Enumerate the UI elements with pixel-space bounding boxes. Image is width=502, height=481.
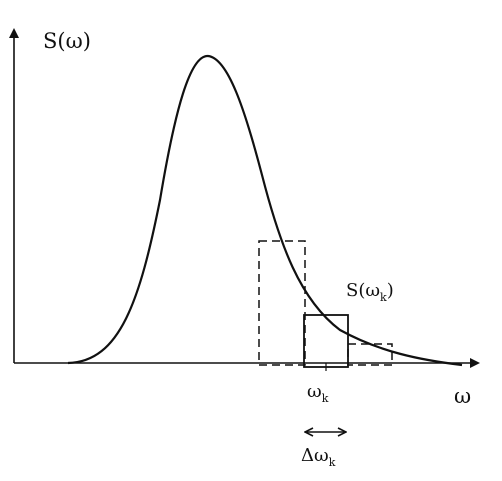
- omega-k-label: ωk: [307, 381, 329, 405]
- next-bin-dashed: [347, 343, 393, 366]
- y-axis-label: S(ω): [43, 29, 91, 53]
- x-axis-label: ω: [454, 384, 471, 408]
- bin-value-label: S(ωk): [346, 280, 394, 304]
- spectrum-curve: [67, 54, 463, 367]
- current-bin-solid: [303, 314, 349, 368]
- bandwidth-label: Δωk: [301, 445, 336, 469]
- previous-bin-dashed: [258, 240, 306, 366]
